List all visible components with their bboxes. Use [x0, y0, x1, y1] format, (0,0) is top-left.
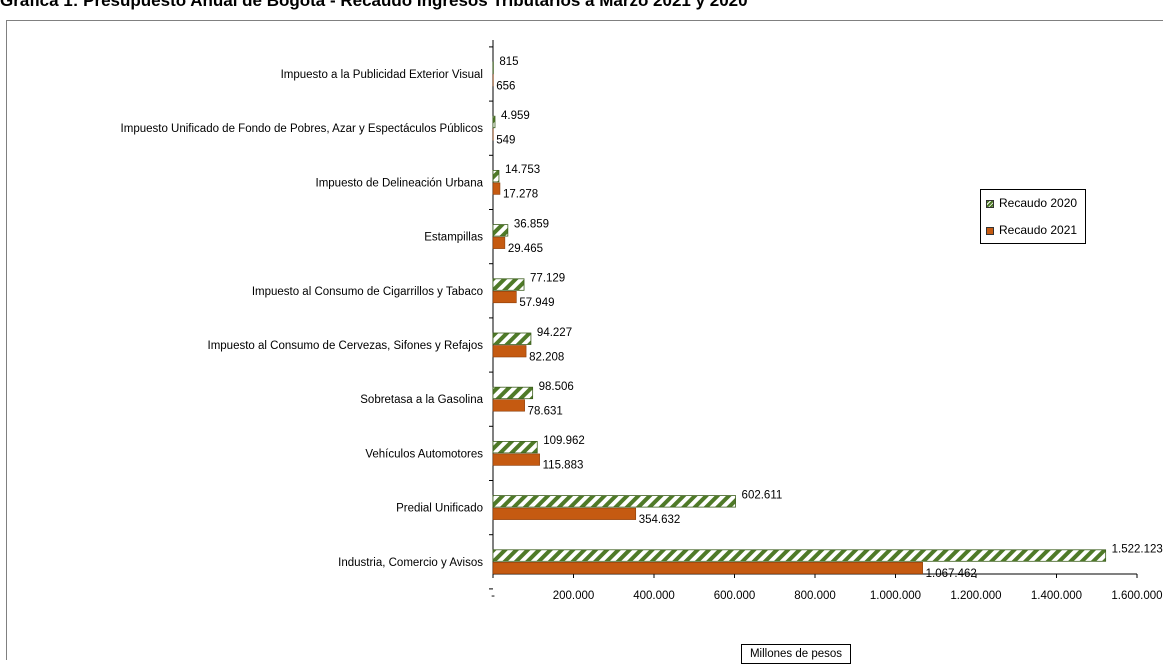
- bar-2020: [493, 333, 531, 345]
- x-tick-label: 400.000: [633, 590, 675, 602]
- data-label-2020: 98.506: [539, 381, 574, 393]
- category-label: Impuesto al Consumo de Cigarrillos y Tab…: [252, 286, 483, 298]
- legend-label-2021: Recaudo 2021: [999, 223, 1077, 237]
- bar-2020: [493, 496, 736, 508]
- x-tick-label: 1.000.000: [870, 590, 921, 602]
- data-label-2020: 4.959: [501, 110, 530, 122]
- data-label-2020: 14.753: [505, 164, 540, 176]
- category-label: Impuesto al Consumo de Cervezas, Sifones…: [208, 340, 484, 352]
- bar-2021: [493, 508, 636, 519]
- data-label-2021: 82.208: [529, 351, 564, 363]
- data-label-2020: 815: [499, 56, 518, 68]
- data-label-2020: 1.522.123: [1112, 544, 1163, 556]
- data-label-2020: 94.227: [537, 327, 572, 339]
- bar-2020: [493, 116, 495, 128]
- category-label: Predial Unificado: [396, 503, 483, 515]
- bar-2021: [493, 400, 525, 412]
- bar-2020: [493, 225, 508, 237]
- data-label-2020: 36.859: [514, 218, 549, 230]
- bar-2021: [493, 291, 516, 303]
- x-tick-label: 1.600.000: [1111, 590, 1162, 602]
- bar-2020: [493, 279, 524, 291]
- data-label-2020: 602.611: [742, 489, 783, 501]
- bar-2021: [493, 562, 923, 574]
- x-tick-label: 600.000: [714, 590, 756, 602]
- bar-2020: [493, 387, 533, 399]
- category-label: Impuesto a la Publicidad Exterior Visual: [281, 69, 483, 81]
- data-label-2021: 17.278: [503, 189, 538, 201]
- data-label-2021: 549: [496, 134, 515, 146]
- x-tick-label: -: [491, 590, 495, 602]
- x-axis-title: Millones de pesos: [741, 644, 851, 664]
- x-tick-label: 200.000: [553, 590, 595, 602]
- data-label-2021: 29.465: [508, 243, 543, 255]
- category-label: Impuesto Unificado de Fondo de Pobres, A…: [121, 123, 484, 135]
- category-label: Industria, Comercio y Avisos: [338, 557, 483, 569]
- legend-item-2021: Recaudo 2021: [986, 223, 1077, 237]
- data-label-2021: 115.883: [543, 460, 584, 472]
- x-tick-label: 1.400.000: [1031, 590, 1082, 602]
- x-tick-label: 1.200.000: [950, 590, 1001, 602]
- category-label: Impuesto de Delineación Urbana: [316, 177, 484, 189]
- data-label-2020: 109.962: [543, 435, 585, 447]
- data-label-2021: 656: [496, 80, 515, 92]
- bar-2021: [493, 183, 500, 195]
- legend-swatch-2020: [986, 200, 994, 208]
- category-label: Vehículos Automotores: [365, 448, 483, 460]
- legend-swatch-2021: [986, 227, 994, 235]
- bar-2020: [493, 441, 537, 453]
- legend: Recaudo 2020 Recaudo 2021: [980, 189, 1086, 244]
- bar-2020: [493, 550, 1106, 562]
- category-label: Sobretasa a la Gasolina: [360, 394, 483, 406]
- legend-item-2020: Recaudo 2020: [986, 196, 1077, 210]
- data-label-2021: 78.631: [528, 405, 563, 417]
- category-label: Estampillas: [424, 232, 483, 244]
- legend-label-2020: Recaudo 2020: [999, 196, 1077, 210]
- data-label-2021: 57.949: [519, 297, 554, 309]
- bar-2021: [493, 454, 540, 466]
- bar-2020: [493, 170, 499, 182]
- bar-2021: [493, 237, 505, 249]
- data-label-2020: 77.129: [530, 273, 565, 285]
- x-tick-label: 800.000: [794, 590, 836, 602]
- data-label-2021: 354.632: [639, 514, 681, 526]
- data-label-2021: 1.067.462: [926, 568, 977, 580]
- bar-chart: - 200.000 400.000 600.000 800.000 1.000.000 1.…: [0, 0, 1163, 650]
- bar-2021: [493, 346, 526, 358]
